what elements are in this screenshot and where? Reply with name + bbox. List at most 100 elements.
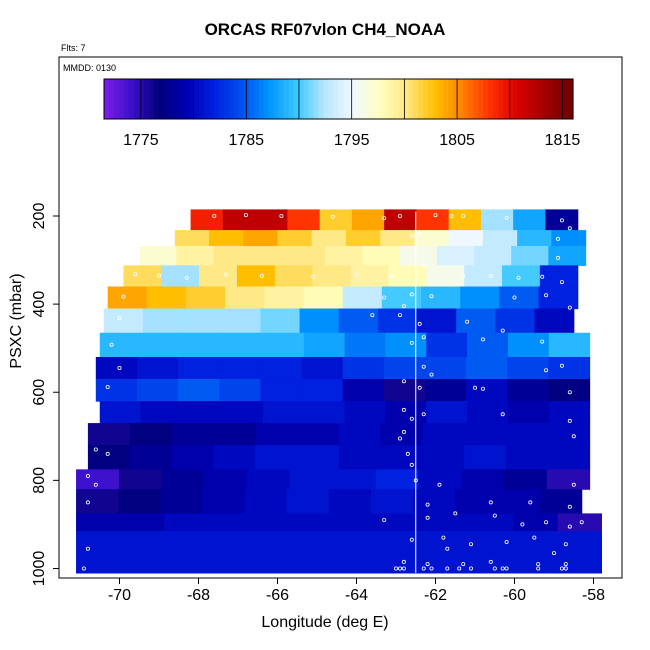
colorbar-tick-label: 1815 <box>545 132 581 149</box>
heatmap-cell <box>377 308 418 334</box>
heatmap-cell <box>546 469 591 490</box>
heatmap-cell <box>161 265 200 288</box>
colorbar-swatch <box>118 79 125 119</box>
plot-frame <box>58 56 623 579</box>
x-tick-label: -64 <box>345 587 368 604</box>
chart-title: ORCAS RF07vlon CH4_NOAA <box>204 20 446 39</box>
sample-point <box>461 273 466 278</box>
x-tick-label: -60 <box>503 587 526 604</box>
heatmap-cell <box>424 356 467 380</box>
heatmap-cell <box>460 286 500 310</box>
heatmap-cell <box>222 209 256 231</box>
sample-point <box>133 272 138 277</box>
y-tick-label: 800 <box>31 467 48 494</box>
heatmap-cell <box>482 230 518 247</box>
sample-point <box>417 321 422 326</box>
heatmap-cell <box>160 489 204 514</box>
colorbar-swatch <box>518 79 524 119</box>
sample-point <box>117 316 122 321</box>
colorbar-swatch <box>388 79 394 119</box>
heatmap-cell <box>385 332 427 358</box>
heatmap-cell <box>163 513 208 532</box>
heatmap-cell <box>185 286 226 310</box>
colorbar-swatch <box>378 79 384 119</box>
colorbar-swatch <box>368 79 375 119</box>
heatmap-cell <box>350 265 390 288</box>
colorbar-swatch <box>433 79 439 119</box>
heatmap-cell <box>422 423 465 446</box>
heatmap-cell <box>142 308 183 334</box>
sample-point <box>559 280 564 285</box>
heatmap-cell <box>119 513 165 532</box>
sample-point <box>500 412 505 417</box>
colorbar-swatch <box>158 79 165 119</box>
sample-point <box>382 518 387 523</box>
colorbar-swatch <box>523 79 529 119</box>
heatmap-cell <box>118 489 161 514</box>
sample-point <box>552 551 557 556</box>
heatmap-cell <box>539 489 583 514</box>
sample-point <box>117 365 122 370</box>
heatmap-cell <box>255 423 298 446</box>
heatmap-cell <box>382 531 427 574</box>
colorbar-swatch <box>168 79 175 119</box>
colorbar-swatch <box>478 79 484 119</box>
heatmap-cell <box>499 286 540 310</box>
sample-point <box>417 231 422 236</box>
sample-point <box>393 566 398 571</box>
heatmap-cell <box>290 469 334 490</box>
heatmap-cell <box>381 286 422 310</box>
colorbar-swatch <box>343 79 350 119</box>
colorbar-swatch <box>143 79 150 119</box>
colorbar-swatch <box>228 79 235 119</box>
sample-point <box>445 546 450 551</box>
sample-point <box>93 447 98 452</box>
colorbar-swatch <box>393 79 399 119</box>
sample-point <box>121 294 126 299</box>
colorbar-swatch <box>268 79 275 119</box>
sample-point <box>488 559 493 564</box>
colorbar-swatch <box>338 79 345 119</box>
heatmap-cell <box>222 332 264 358</box>
sample-point <box>311 274 316 279</box>
sample-point <box>85 500 90 505</box>
colorbar-swatch <box>238 79 245 119</box>
sample-point <box>429 294 434 299</box>
heatmap-cell <box>140 401 182 424</box>
heatmap-cell <box>513 209 547 231</box>
heatmap-cell <box>338 445 382 470</box>
sample-point <box>468 542 473 547</box>
heatmap-cell <box>507 401 550 424</box>
heatmap-cell <box>470 513 515 532</box>
sample-point <box>559 566 564 571</box>
heatmap-cell <box>301 356 344 380</box>
sample-point <box>540 339 545 344</box>
sample-point <box>465 319 470 324</box>
heatmap-cell <box>263 401 305 424</box>
sample-point <box>409 462 414 467</box>
sample-point <box>528 500 533 505</box>
heatmap-cell <box>87 423 131 446</box>
sample-point <box>556 255 561 260</box>
colorbar-swatch <box>358 79 365 119</box>
heatmap-cell <box>426 513 471 532</box>
heatmap-cell <box>548 332 591 358</box>
heatmap-cell <box>551 230 587 247</box>
colorbar-swatch <box>498 79 504 119</box>
heatmap-cell <box>161 469 206 490</box>
heatmap-cell <box>338 308 379 334</box>
heatmap-cell <box>213 245 252 266</box>
sample-point <box>429 566 434 571</box>
heatmap-cell <box>103 308 144 334</box>
heatmap-cell <box>301 379 344 402</box>
heatmap-cell <box>448 209 482 231</box>
sample-point <box>500 566 505 571</box>
colorbar-tick-label: 1795 <box>334 132 370 149</box>
heatmap-cell <box>380 423 423 446</box>
sample-point <box>492 566 497 571</box>
heatmap-cell <box>260 379 303 402</box>
sample-point <box>579 520 584 525</box>
colorbar-swatch <box>193 79 200 119</box>
heatmap-cell <box>207 513 252 532</box>
heatmap-cell <box>548 356 591 380</box>
